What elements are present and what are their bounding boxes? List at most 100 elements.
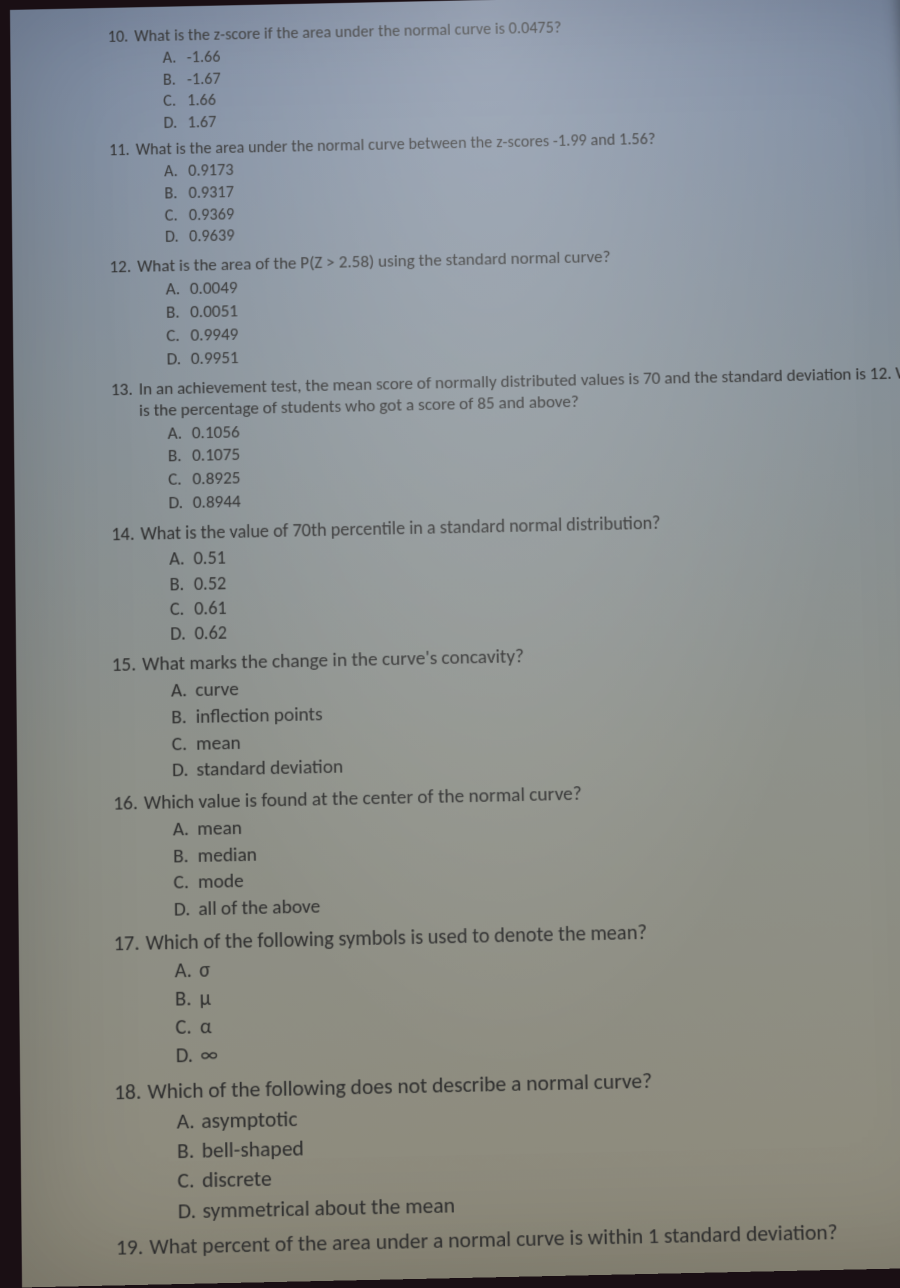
option-value: mode [198,870,244,895]
option-value: 0.9639 [189,226,235,246]
question-number: 10. [90,27,134,47]
option-list: A.0.1056B.0.1075C.0.8925 D.0.8944 [167,406,900,516]
option-label: A. [164,161,188,183]
option-value: σ [199,957,210,982]
option-value: ∞ [200,1042,218,1068]
option-value: α [200,1014,212,1039]
option-value: -1.66 [187,48,221,68]
question-number: 17. [101,930,146,956]
question: 18.Which of the following does not descr… [102,1060,900,1228]
question: 13.In an achievement test, the mean scor… [94,361,900,517]
option-label: C. [165,205,189,227]
option-value: -1.67 [187,69,221,89]
option-value: discrete [202,1165,272,1194]
question-number: 18. [102,1077,147,1105]
quiz-page: tlu.rceot 10.What is the z-score if the … [10,0,900,1287]
option-label: B. [166,301,190,325]
option-label: A. [171,678,196,705]
question-number: 14. [96,523,141,546]
option-label: D. [170,621,195,647]
option-list: A.0.0049B.0.0051C.0.9949D.0.9951 [166,262,900,371]
option-value: 0.52 [194,571,227,594]
option-label: A. [174,956,199,985]
left-bleed-text: e [0,294,13,319]
option-label: C. [168,468,193,492]
option-label: B. [163,69,187,91]
option-value: asymptotic [201,1104,298,1133]
question-number: 11. [92,141,136,161]
question: 17.Which of the following symbols is use… [101,913,900,1072]
option-value: 0.9369 [189,205,235,225]
option-label: D. [166,347,191,371]
option-label: B. [169,571,194,596]
option-label: A. [163,47,187,69]
option-label: B. [173,843,198,870]
option-label: C. [175,1013,200,1042]
left-bleed-text: rc [0,249,12,274]
option-label: C. [166,324,191,348]
question-number: 19. [104,1233,150,1262]
option-label: D. [163,112,187,134]
question: 10.What is the z-score if the area under… [90,11,900,136]
question: 12.What is the area of the P(Z > 2.58) u… [93,239,900,373]
option-label: A. [166,278,190,302]
option-value: bell-shaped [202,1134,305,1164]
option-value: curve [195,678,239,703]
option-label: C. [170,596,195,622]
option-value: 0.9951 [191,346,239,368]
option-value: 0.62 [194,621,227,644]
option-value: 0.8944 [193,491,241,514]
left-bleed-text: o [0,338,13,363]
option-label: C. [177,1165,202,1195]
option-value: 0.9173 [188,161,234,181]
option-value: 0.8925 [192,467,240,489]
option-value: 0.0049 [190,277,238,299]
option-value: inflection points [196,703,323,729]
option-label: B. [164,183,188,205]
option-label: D. [165,226,189,248]
option-value: 0.1075 [192,444,240,466]
option-list: A.0.51B.0.52C.0.61D.0.62 [169,530,900,646]
question-number: 16. [99,791,144,816]
option-value: standard deviation [196,755,343,782]
option-value: 0.9949 [190,323,238,345]
option-label: A. [169,546,194,571]
question: 16.Which value is found at the center of… [99,774,900,925]
option-label: B. [168,445,193,469]
question-number: 12. [93,255,138,277]
option-label: C. [172,731,197,758]
question: 14.What is the value of 70th percentile … [96,505,900,648]
left-page-bleed: tl u. rc eot [0,140,15,547]
option-label: A. [176,1105,201,1135]
option-label: C. [173,870,198,897]
left-bleed-text: u. [0,205,12,230]
option-label: A. [167,422,192,446]
question-number: 13. [94,378,139,422]
option-list: A.σB.μC.αD.∞ [174,940,900,1070]
option-value: mean [197,816,242,841]
option-value: all of the above [198,895,320,922]
option-list: A.meanB.medianC.modeD.all of the above [173,800,900,924]
option-value: 0.51 [193,546,226,569]
option-value: 1.66 [187,91,216,111]
option-value: median [198,843,258,868]
option-list: A.0.9173B.0.9317C.0.9369D.0.9639 [164,145,900,248]
option-value: 0.61 [194,596,227,619]
option-label: D. [168,492,193,516]
option-label: B. [171,704,196,731]
option-value: mean [196,731,241,756]
option-label: D. [174,896,199,923]
left-bleed-text: t [0,383,14,408]
question-number: 15. [97,653,142,678]
option-value: 0.1056 [192,421,240,443]
option-label: A. [173,816,198,843]
question: 11.What is the area under the normal cur… [92,124,900,250]
option-value: symmetrical about the mean [202,1191,455,1224]
option-list: A.curveB.inflection pointsC.meanD.standa… [171,662,900,785]
question: 15.What marks the change in the curve's … [97,636,900,786]
left-bleed-text: tl [0,160,12,185]
option-label: C. [163,91,187,113]
option-label: D. [176,1041,201,1070]
option-list: A.-1.66B.-1.67C.1.66D.1.67 [163,32,900,135]
option-value: 0.0051 [190,300,238,322]
